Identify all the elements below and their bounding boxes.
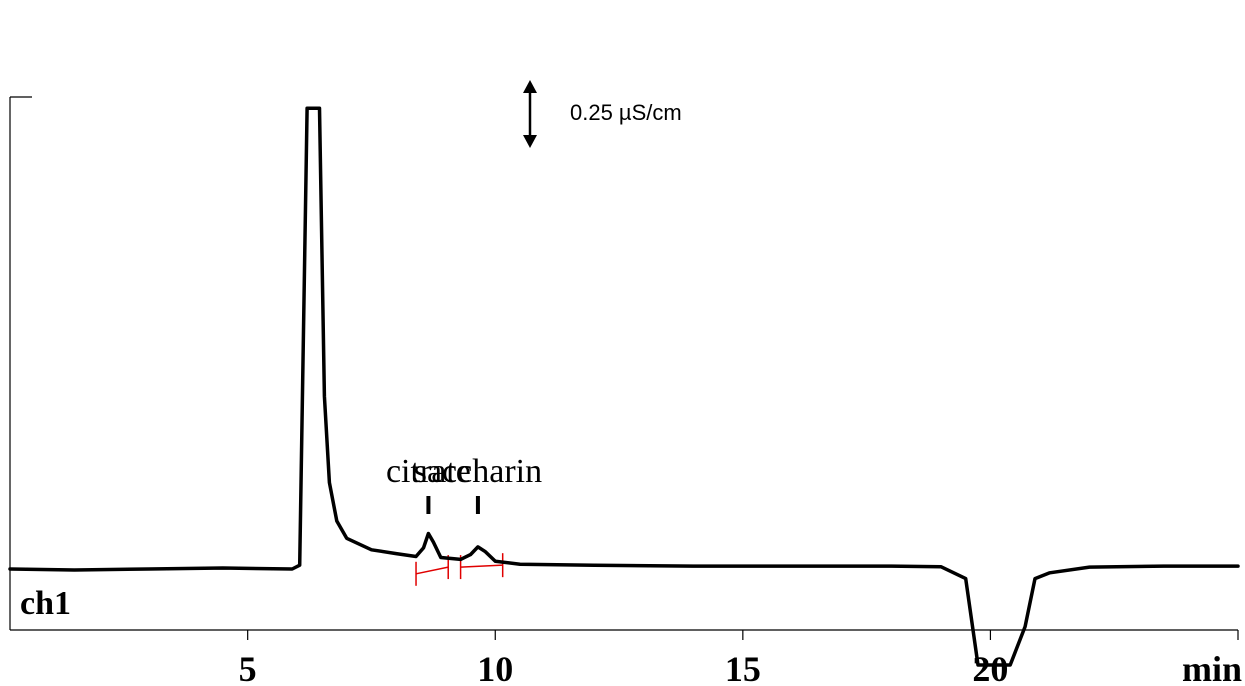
scale-bar [523,80,537,148]
scale-bar-arrow-down [523,135,537,148]
scale-bar-arrow-up [523,80,537,93]
axes: 5 10 15 20 [9,96,1239,686]
x-axis-label: min [1182,649,1242,686]
trace-group [8,106,1240,667]
labels: ch1 min 0.25 µS/cm [20,100,1242,686]
baseline-citrate [415,566,449,575]
peak-label-citrate: citrate [386,453,471,490]
x-tick-label-15: 15 [725,649,761,686]
series-line-0 [8,106,1240,667]
channel-label: ch1 [20,585,71,622]
peak-label-saccharin: saccharin [414,453,542,490]
x-tick-label-10: 10 [477,649,513,686]
x-tick-label-5: 5 [239,649,257,686]
baseline-saccharin [460,564,503,568]
scale-bar-label: 0.25 µS/cm [570,100,682,125]
x-tick-label-20: 20 [972,649,1008,686]
